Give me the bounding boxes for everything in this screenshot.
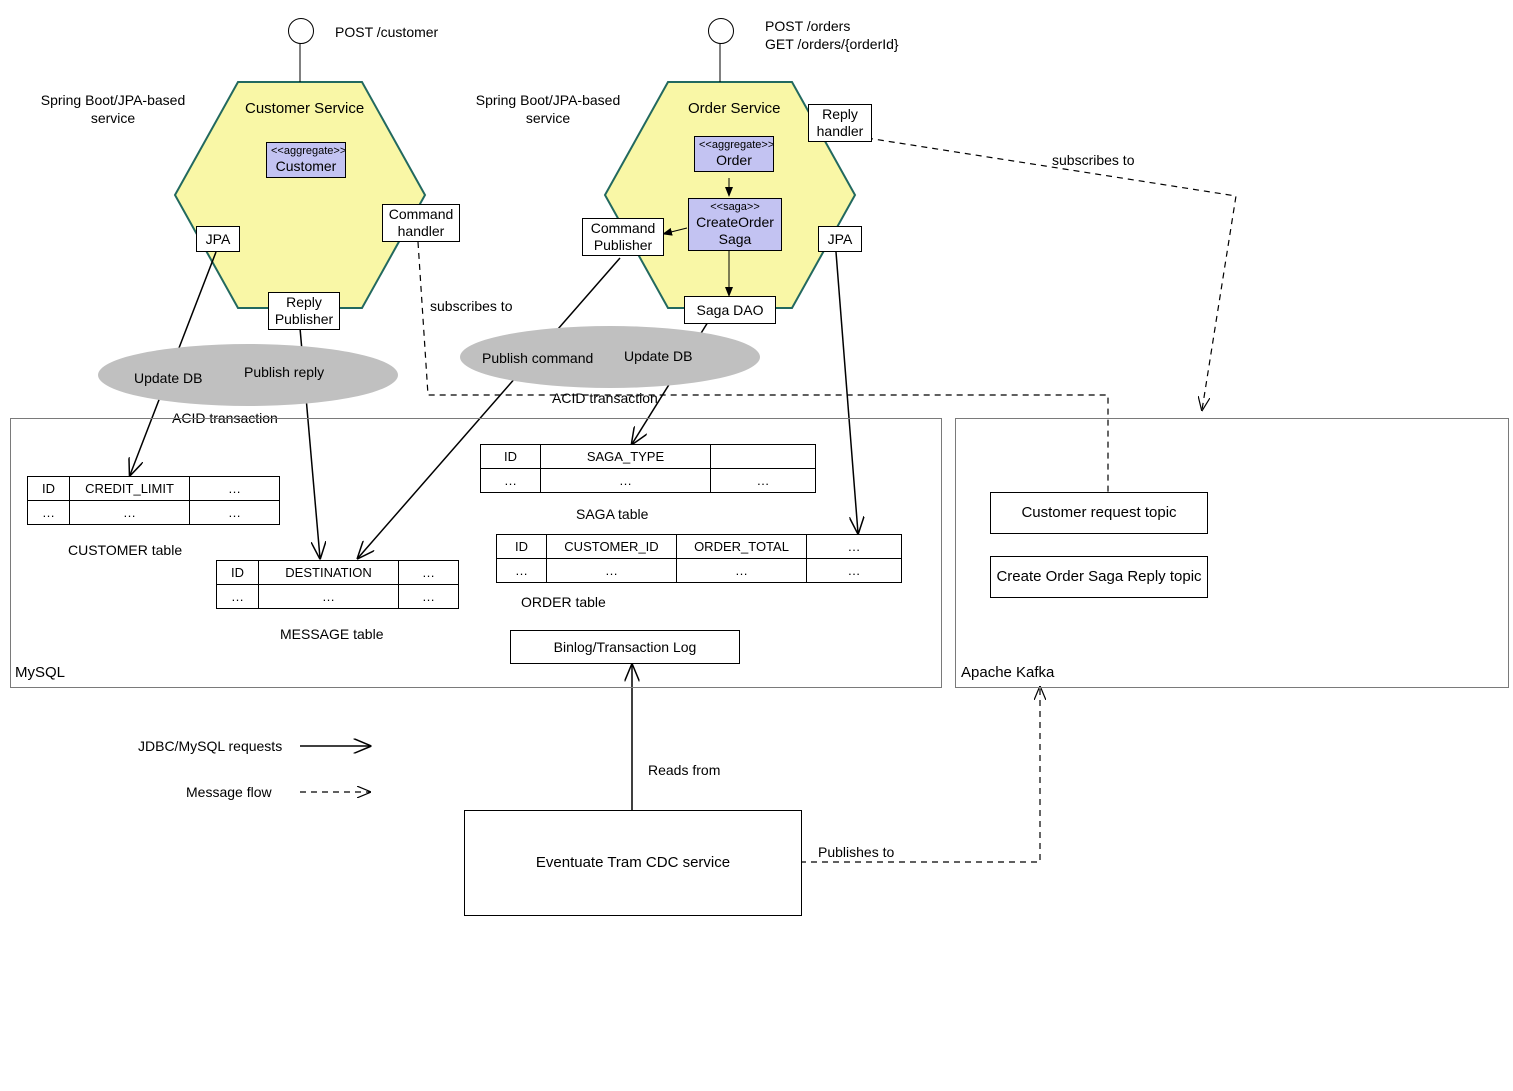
table-row: … … … … bbox=[497, 559, 902, 583]
customer-aggregate-name: Customer bbox=[271, 158, 341, 175]
customer-jpa-box: JPA bbox=[196, 226, 240, 252]
command-publisher-box: Command Publisher bbox=[582, 218, 664, 256]
cdc-service-box: Eventuate Tram CDC service bbox=[464, 810, 802, 916]
saga-dao-box: Saga DAO bbox=[684, 296, 776, 324]
create-order-saga-reply-topic: Create Order Saga Reply topic bbox=[990, 556, 1208, 598]
reads-from-label: Reads from bbox=[648, 762, 720, 780]
kafka-container bbox=[955, 418, 1509, 688]
order-aggregate: <<aggregate>> Order bbox=[694, 136, 774, 172]
order-api-label: POST /orders GET /orders/{orderId} bbox=[765, 18, 899, 53]
customer-table: ID CREDIT_LIMIT … … … … bbox=[27, 476, 280, 525]
reply-handler-box: Reply handler bbox=[808, 104, 872, 142]
saga-table: ID SAGA_TYPE … … … bbox=[480, 444, 816, 493]
order-jpa-box: JPA bbox=[818, 226, 862, 252]
order-service-title: Order Service bbox=[688, 100, 781, 119]
order-update-db: Update DB bbox=[624, 348, 692, 366]
order-aggregate-name: Order bbox=[699, 152, 769, 169]
legend-jdbc: JDBC/MySQL requests bbox=[138, 738, 282, 756]
diagram-canvas: POST /customer POST /orders GET /orders/… bbox=[0, 0, 1513, 1091]
customer-table-caption: CUSTOMER table bbox=[68, 542, 182, 560]
table-row: ID CUSTOMER_ID ORDER_TOTAL … bbox=[497, 535, 902, 559]
order-subscribes-label: subscribes to bbox=[1052, 152, 1134, 170]
order-publish-command: Publish command bbox=[482, 350, 593, 368]
command-handler-box: Command handler bbox=[382, 204, 460, 242]
saga-stereo: <<saga>> bbox=[693, 201, 777, 214]
saga-table-caption: SAGA table bbox=[576, 506, 648, 524]
order-service-desc: Spring Boot/JPA-based service bbox=[448, 92, 648, 127]
customer-publish-reply: Publish reply bbox=[244, 364, 324, 382]
message-table: ID DESTINATION … … … … bbox=[216, 560, 459, 609]
create-order-saga: <<saga>> CreateOrder Saga bbox=[688, 198, 782, 251]
mysql-label: MySQL bbox=[15, 664, 65, 681]
legend-msgflow: Message flow bbox=[186, 784, 272, 802]
customer-aggregate-stereo: <<aggregate>> bbox=[271, 145, 341, 158]
customer-update-db: Update DB bbox=[134, 370, 202, 388]
order-table-caption: ORDER table bbox=[521, 594, 606, 612]
binlog-box: Binlog/Transaction Log bbox=[510, 630, 740, 664]
table-row: … … … bbox=[481, 469, 816, 493]
kafka-label: Apache Kafka bbox=[961, 664, 1054, 681]
customer-request-topic: Customer request topic bbox=[990, 492, 1208, 534]
publishes-to-label: Publishes to bbox=[818, 844, 894, 862]
order-table: ID CUSTOMER_ID ORDER_TOTAL … … … … … bbox=[496, 534, 902, 583]
order-aggregate-stereo: <<aggregate>> bbox=[699, 139, 769, 152]
table-row: ID CREDIT_LIMIT … bbox=[28, 477, 280, 501]
table-row: ID DESTINATION … bbox=[217, 561, 459, 585]
customer-service-title: Customer Service bbox=[245, 100, 364, 119]
order-acid-label: ACID transaction bbox=[552, 390, 658, 408]
customer-subscribes-label: subscribes to bbox=[430, 298, 512, 316]
reply-publisher-box: Reply Publisher bbox=[268, 292, 340, 330]
customer-api-port-icon bbox=[288, 18, 314, 44]
order-api-port-icon bbox=[708, 18, 734, 44]
customer-api-label: POST /customer bbox=[335, 24, 438, 42]
table-row: ID SAGA_TYPE bbox=[481, 445, 816, 469]
table-row: … … … bbox=[28, 501, 280, 525]
saga-name: CreateOrder Saga bbox=[693, 214, 777, 248]
message-table-caption: MESSAGE table bbox=[280, 626, 384, 644]
customer-aggregate: <<aggregate>> Customer bbox=[266, 142, 346, 178]
table-row: … … … bbox=[217, 585, 459, 609]
customer-service-desc: Spring Boot/JPA-based service bbox=[18, 92, 208, 127]
